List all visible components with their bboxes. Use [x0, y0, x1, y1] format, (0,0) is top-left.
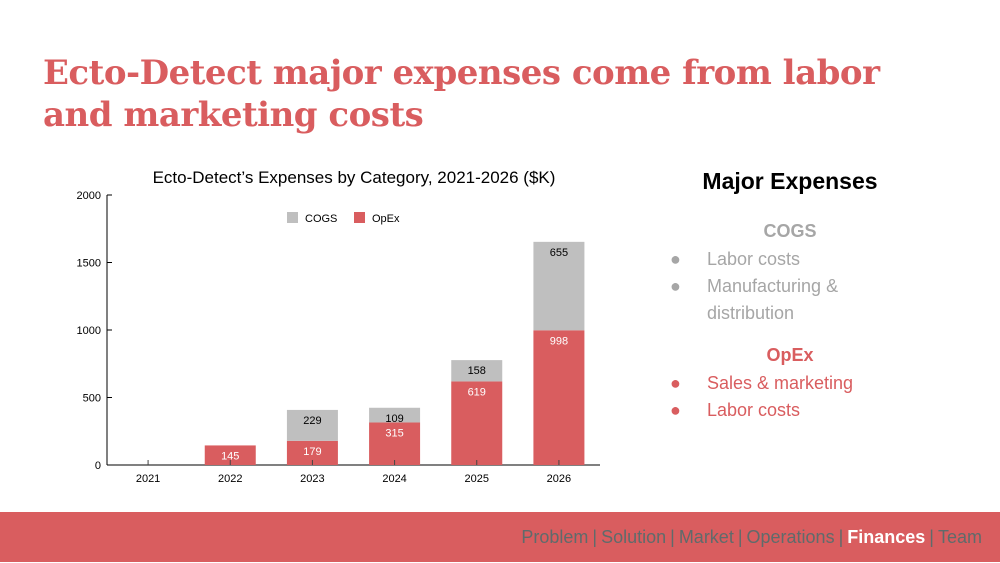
x-tick-label: 2025	[465, 473, 489, 485]
legend-label-opex: OpEx	[372, 213, 400, 225]
x-tick-label: 2026	[547, 473, 571, 485]
list-item: ● Sales & marketing	[660, 370, 920, 397]
x-tick-label: 2024	[382, 473, 406, 485]
nav-link-market[interactable]: Market	[678, 527, 734, 547]
section-cogs-title: COGS	[763, 221, 817, 241]
bar-opex-2026	[533, 330, 585, 465]
bullet-icon: ●	[670, 373, 681, 393]
bar-opex-2025	[451, 381, 503, 465]
data-label: 655	[550, 247, 568, 259]
bullet-icon: ●	[670, 249, 681, 269]
panel-heading: Major Expenses	[702, 168, 878, 194]
slide-title: Ecto-Detect major expenses come from lab…	[43, 53, 880, 135]
expenses-chart: Ecto-Detect’s Expenses by Category, 2021…	[77, 168, 600, 485]
x-tick-label: 2022	[218, 473, 242, 485]
nav-link-solution[interactable]: Solution	[601, 527, 667, 547]
list-item-label: Labor costs	[707, 400, 801, 420]
data-label: 998	[550, 335, 568, 347]
bar-cogs-2023	[286, 409, 338, 441]
bar-cogs-2026	[533, 241, 585, 331]
y-tick-label: 500	[83, 393, 101, 405]
data-label: 229	[303, 415, 321, 427]
section-nav: Problem | Solution | Market | Operations | Finan…	[521, 527, 982, 548]
list-item: ● Labor costs	[660, 397, 920, 424]
bar-cogs-2025	[451, 360, 503, 382]
x-tick-label: 2021	[136, 473, 160, 485]
bullet-icon: ●	[670, 400, 681, 420]
list-item-label: Labor costs	[707, 249, 801, 269]
nav-link-team[interactable]: Team	[937, 527, 982, 547]
nav-link-operations[interactable]: Operations	[746, 527, 835, 547]
data-label: 145	[221, 450, 239, 462]
legend-swatch-cogs	[287, 212, 298, 223]
cogs-list: ● Labor costs ● Manufacturing & distributi…	[660, 246, 920, 327]
chart-title: Ecto-Detect’s Expenses by Category, 2021…	[153, 168, 556, 187]
nav-separator: |	[838, 527, 844, 547]
y-tick-label: 2000	[77, 190, 101, 202]
section-opex-title: OpEx	[766, 345, 814, 365]
nav-separator: |	[929, 527, 934, 547]
y-tick-label: 1000	[77, 325, 101, 337]
opex-list: ● Sales & marketing ● Labor costs	[660, 370, 920, 424]
y-tick-label: 1500	[77, 258, 101, 270]
legend-label-cogs: COGS	[305, 213, 337, 225]
data-label: 158	[468, 365, 486, 377]
list-item: ● Labor costs	[660, 246, 920, 273]
nav-separator: |	[670, 527, 675, 547]
bar-opex-2024	[369, 422, 421, 465]
data-label: 315	[385, 427, 403, 439]
data-label: 179	[303, 446, 321, 458]
nav-link-finances[interactable]: Finances	[847, 527, 926, 547]
list-item-label: Sales & marketing	[707, 373, 854, 393]
bar-cogs-2024	[369, 407, 421, 423]
data-label: 619	[468, 386, 486, 398]
footer-bar: Problem | Solution | Market | Operations | Finan…	[0, 512, 1000, 562]
nav-link-problem[interactable]: Problem	[521, 527, 589, 547]
nav-separator: |	[592, 527, 598, 547]
major-expenses-panel: Major Expenses COGS ● Labor costs ● Manufa…	[660, 168, 920, 424]
bullet-icon: ●	[670, 276, 681, 296]
x-tick-label: 2023	[300, 473, 324, 485]
list-item-label: Manufacturing & distribution	[707, 276, 839, 323]
nav-separator: |	[737, 527, 743, 547]
list-item: ● Manufacturing & distribution	[660, 273, 920, 327]
bar-opex-2022	[204, 445, 256, 465]
data-label: 109	[385, 413, 403, 425]
legend-swatch-opex	[354, 212, 365, 223]
y-tick-label: 0	[95, 460, 101, 472]
